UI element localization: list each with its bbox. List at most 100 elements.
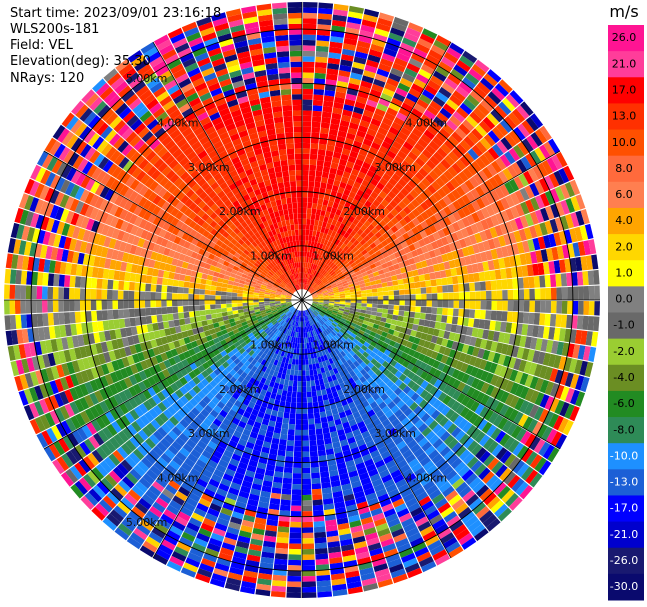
velocity-gate bbox=[143, 114, 156, 127]
velocity-gate bbox=[223, 319, 230, 325]
velocity-gate bbox=[86, 266, 94, 278]
velocity-gate bbox=[212, 450, 223, 459]
velocity-gate bbox=[55, 206, 65, 221]
velocity-gate bbox=[322, 199, 329, 206]
velocity-gate bbox=[102, 517, 117, 531]
velocity-gate bbox=[134, 502, 149, 515]
velocity-gate bbox=[530, 197, 540, 211]
velocity-gate bbox=[338, 125, 349, 133]
velocity-gate bbox=[352, 61, 366, 70]
velocity-gate bbox=[143, 400, 153, 411]
velocity-gate bbox=[386, 37, 401, 48]
velocity-gate bbox=[167, 184, 178, 194]
velocity-gate bbox=[247, 363, 254, 370]
velocity-gate bbox=[437, 188, 447, 199]
velocity-gate bbox=[173, 251, 181, 260]
velocity-gate bbox=[355, 45, 370, 54]
velocity-gate bbox=[331, 237, 338, 244]
velocity-gate bbox=[263, 278, 270, 283]
velocity-gate bbox=[313, 264, 318, 271]
velocity-gate bbox=[149, 506, 163, 518]
velocity-gate bbox=[238, 56, 252, 65]
velocity-gate bbox=[216, 177, 226, 186]
velocity-gate bbox=[163, 231, 172, 240]
velocity-gate bbox=[404, 294, 411, 300]
velocity-gate bbox=[188, 202, 198, 211]
velocity-gate bbox=[291, 500, 302, 506]
velocity-gate bbox=[142, 540, 158, 553]
velocity-gate bbox=[191, 183, 201, 193]
velocity-gate bbox=[284, 286, 290, 291]
velocity-gate bbox=[190, 407, 201, 417]
velocity-gate bbox=[168, 109, 181, 120]
velocity-gate bbox=[276, 289, 283, 293]
velocity-gate bbox=[23, 404, 35, 421]
velocity-gate bbox=[178, 432, 189, 443]
velocity-gate bbox=[139, 89, 153, 102]
velocity-gate bbox=[135, 273, 142, 283]
velocity-gate bbox=[348, 191, 357, 199]
velocity-gate bbox=[478, 120, 492, 134]
velocity-gate bbox=[366, 169, 376, 178]
velocity-gate bbox=[171, 187, 182, 198]
velocity-gate bbox=[344, 98, 356, 107]
velocity-gate bbox=[349, 270, 356, 276]
velocity-gate bbox=[171, 333, 179, 342]
velocity-gate bbox=[221, 287, 228, 292]
velocity-gate bbox=[261, 247, 267, 254]
velocity-gate bbox=[140, 274, 147, 283]
velocity-gate bbox=[87, 452, 100, 467]
velocity-gate bbox=[178, 280, 185, 288]
velocity-gate bbox=[296, 408, 302, 414]
velocity-gate bbox=[408, 88, 422, 99]
velocity-gate bbox=[203, 37, 219, 47]
velocity-gate bbox=[134, 122, 147, 135]
velocity-gate bbox=[361, 114, 372, 123]
velocity-gate bbox=[138, 218, 148, 229]
velocity-gate bbox=[117, 501, 131, 515]
velocity-gate bbox=[376, 283, 383, 289]
velocity-gate bbox=[61, 249, 69, 262]
velocity-gate bbox=[116, 338, 124, 349]
velocity-gate bbox=[405, 193, 415, 203]
velocity-gate bbox=[489, 226, 498, 239]
velocity-gate bbox=[114, 153, 126, 166]
velocity-gate bbox=[232, 285, 239, 290]
velocity-gate bbox=[274, 342, 280, 349]
velocity-gate bbox=[368, 146, 379, 156]
velocity-gate bbox=[302, 77, 314, 84]
velocity-gate bbox=[30, 164, 42, 180]
velocity-gate bbox=[242, 305, 249, 310]
velocity-gate bbox=[314, 78, 326, 85]
velocity-gate bbox=[159, 262, 166, 271]
velocity-gate bbox=[283, 242, 288, 249]
velocity-gate bbox=[261, 323, 267, 329]
velocity-gate bbox=[250, 160, 259, 169]
velocity-gate bbox=[208, 82, 221, 92]
velocity-gate bbox=[326, 68, 339, 76]
velocity-gate bbox=[270, 254, 276, 261]
velocity-gate bbox=[436, 255, 444, 264]
velocity-gate bbox=[424, 227, 433, 236]
velocity-gate bbox=[19, 374, 29, 390]
velocity-gate bbox=[106, 226, 115, 238]
velocity-gate bbox=[425, 217, 434, 227]
velocity-gate bbox=[283, 181, 291, 188]
velocity-gate bbox=[472, 243, 480, 254]
velocity-gate bbox=[184, 217, 193, 226]
velocity-gate bbox=[356, 153, 366, 162]
velocity-gate bbox=[282, 417, 290, 424]
velocity-gate bbox=[276, 270, 282, 276]
velocity-gate bbox=[311, 126, 321, 133]
velocity-gate bbox=[398, 200, 407, 210]
velocity-gate bbox=[142, 199, 152, 210]
velocity-gate bbox=[170, 382, 179, 392]
velocity-gate bbox=[262, 340, 268, 347]
velocity-gate bbox=[291, 83, 302, 89]
velocity-gate bbox=[426, 286, 432, 294]
velocity-gate bbox=[290, 402, 297, 409]
velocity-gate bbox=[332, 265, 339, 271]
velocity-gate bbox=[197, 390, 206, 400]
velocity-gate bbox=[135, 362, 144, 373]
velocity-gate bbox=[275, 297, 281, 299]
